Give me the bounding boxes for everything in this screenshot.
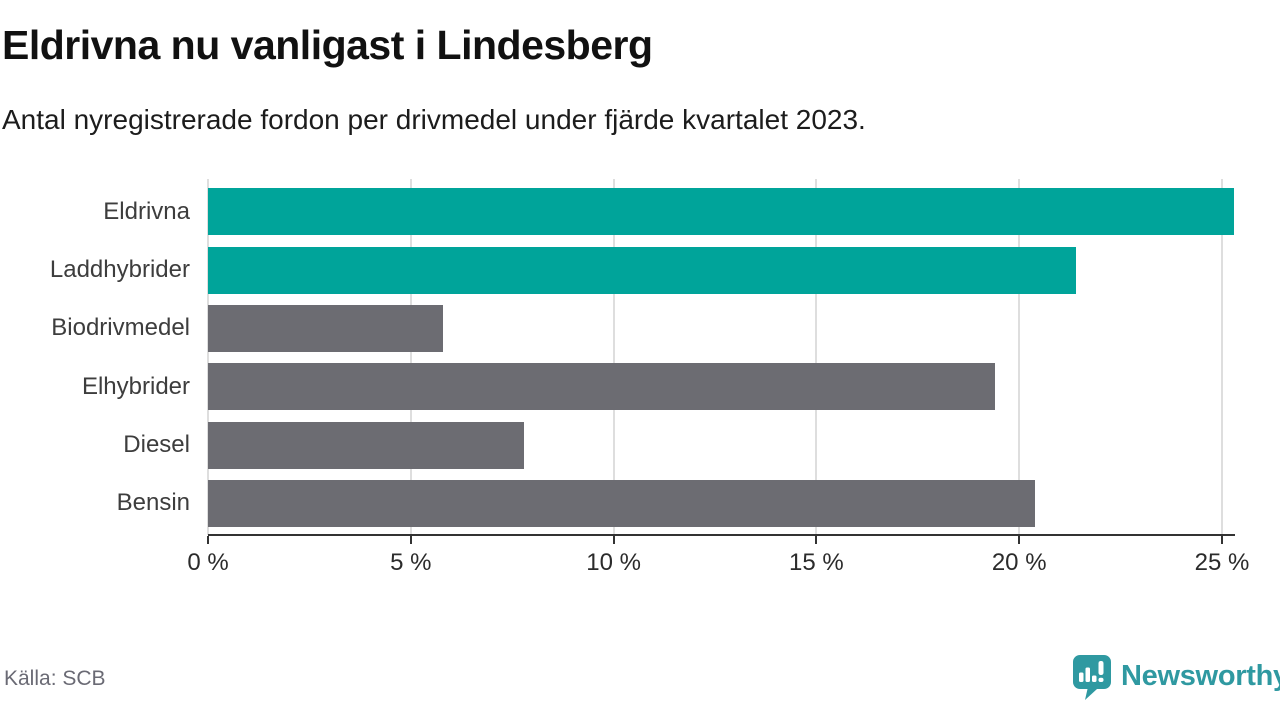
x-axis-tick-label-20: 20 % [991,549,1047,576]
gridline-0 [207,179,209,535]
bar-label-elhybrider: Elhybrider [81,372,190,400]
x-axis-tick-label-10: 10 % [586,549,641,576]
x-axis-tick-20 [1018,536,1021,544]
x-axis-tick-label-5: 5 % [390,549,432,576]
x-axis-tick-0 [207,536,209,544]
x-axis-tick-10 [612,536,615,544]
x-axis-tick-15 [815,536,818,544]
newsworthy-logo-icon [1073,655,1111,700]
newsworthy-wordmark: Newsworthy [1121,660,1280,692]
x-axis-line [208,534,1235,536]
bar-biodrivmedel [208,304,444,352]
gridline-15 [815,179,818,535]
newsworthy-logo: Newsworthy [1072,655,1280,701]
gridline-20 [1018,179,1021,535]
chart-subtitle: Antal nyregistrerade fordon per drivmede… [2,104,866,135]
bar-diesel [208,421,525,469]
bar-label-biodrivmedel: Biodrivmedel [51,314,190,342]
bar-label-diesel: Diesel [123,431,190,459]
source-note: Källa: SCB [4,667,106,690]
bar-label-bensin: Bensin [116,489,190,517]
x-axis-tick-label-25: 25 % [1194,549,1250,576]
chart-title: Eldrivna nu vanligast i Lindesberg [2,22,653,68]
bar-laddhybrider [208,246,1076,294]
bar-label-eldrivna: Eldrivna [103,197,190,225]
x-axis-tick-25 [1221,536,1223,544]
gridline-25 [1221,179,1223,535]
bar-label-laddhybrider: Laddhybrider [49,256,190,284]
bar-elhybrider [208,363,995,411]
gridline-10 [612,179,615,535]
bar-bensin [208,479,1036,527]
x-axis-tick-label-15: 15 % [789,549,844,576]
bar-eldrivna [208,188,1235,236]
gridline-5 [409,179,412,535]
x-axis-tick-5 [409,536,412,544]
x-axis-tick-label-0: 0 % [187,549,229,576]
